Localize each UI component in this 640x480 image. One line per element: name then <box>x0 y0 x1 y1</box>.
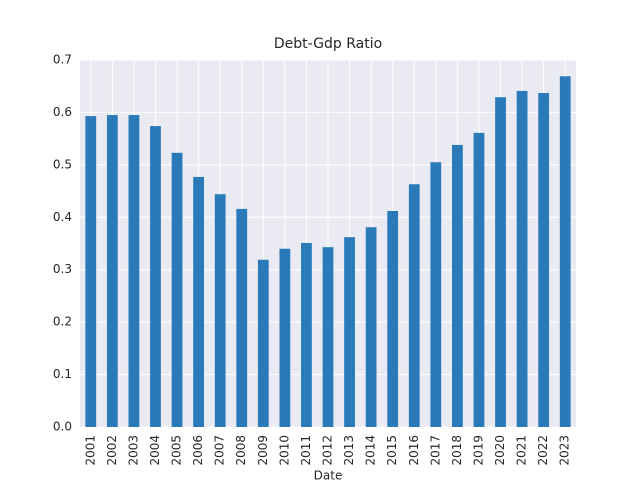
bar <box>344 237 355 427</box>
bar <box>171 152 183 427</box>
x-tick-label: 2004 <box>148 435 162 466</box>
bar <box>128 115 140 428</box>
x-tick-label: 2007 <box>213 435 227 466</box>
y-tick-label: 0.2 <box>53 315 72 329</box>
bar <box>150 126 161 427</box>
bar <box>257 259 269 427</box>
bar <box>301 242 312 427</box>
x-tick-label: 2020 <box>493 435 507 466</box>
x-tick-label: 2010 <box>277 435 291 466</box>
y-tick-label: 0.3 <box>53 262 72 276</box>
x-tick-label: 2012 <box>321 435 335 466</box>
bar <box>408 184 420 427</box>
y-tick-label: 0.0 <box>53 420 72 434</box>
x-tick-label: 2001 <box>83 435 97 466</box>
x-tick-label: 2014 <box>364 435 378 466</box>
bar <box>495 97 506 427</box>
bar <box>193 176 204 427</box>
x-tick-label: 2013 <box>342 435 356 466</box>
bar <box>322 247 334 427</box>
bar <box>473 132 485 427</box>
x-tick-label: 2002 <box>105 435 119 466</box>
y-tick-label: 0.7 <box>53 53 72 67</box>
bar <box>279 248 291 427</box>
chart-title: Debt-Gdp Ratio <box>274 36 382 52</box>
x-tick-label: 2022 <box>536 435 550 466</box>
x-tick-label: 2008 <box>234 435 248 466</box>
bar <box>387 210 399 427</box>
bar <box>365 227 377 427</box>
x-tick-label: 2015 <box>385 435 399 466</box>
bar <box>452 144 463 428</box>
y-tick-label: 0.6 <box>53 105 72 119</box>
bar <box>85 116 97 427</box>
x-tick-label: 2011 <box>299 435 313 466</box>
x-tick-label: 2023 <box>558 435 572 466</box>
bar <box>538 93 550 427</box>
x-tick-label: 2017 <box>428 435 442 466</box>
x-tick-label: 2018 <box>450 435 464 466</box>
x-tick-label: 2003 <box>126 435 140 466</box>
bar <box>516 90 528 427</box>
x-tick-label: 2005 <box>170 435 184 466</box>
x-axis-label: Date <box>314 469 343 480</box>
y-tick-label: 0.1 <box>53 367 72 381</box>
x-tick-label: 2006 <box>191 435 205 466</box>
x-tick-label: 2009 <box>256 435 270 466</box>
x-tick-label: 2016 <box>407 435 421 466</box>
y-tick-label: 0.4 <box>53 210 72 224</box>
y-tick-label: 0.5 <box>53 157 72 171</box>
x-tick-label: 2019 <box>471 435 485 466</box>
bar <box>106 115 118 428</box>
bar <box>430 162 442 427</box>
bar <box>559 76 571 427</box>
bar <box>214 194 226 427</box>
x-tick-label: 2021 <box>515 435 529 466</box>
bar <box>236 208 248 427</box>
